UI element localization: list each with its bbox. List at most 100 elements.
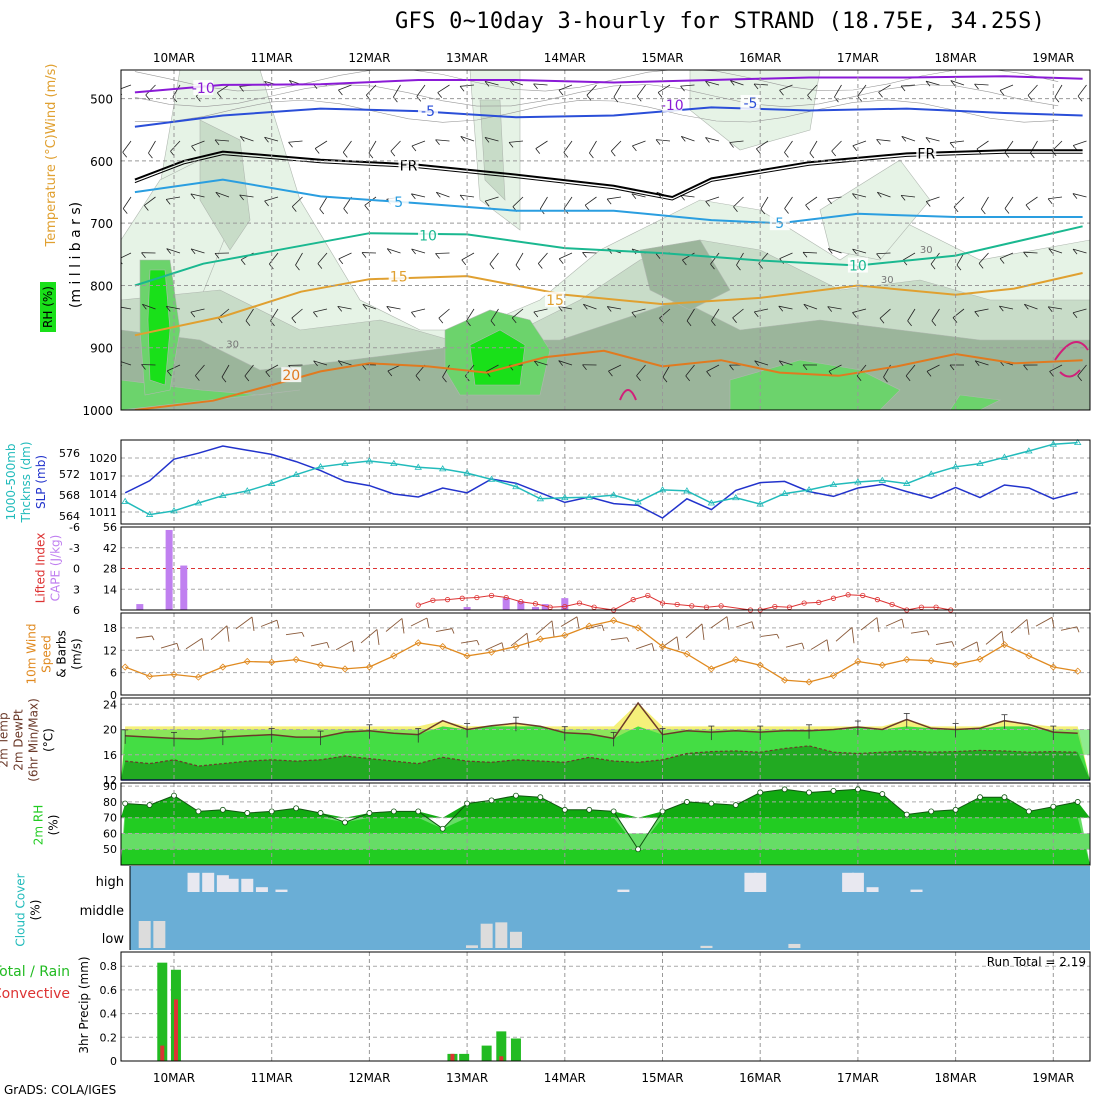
wind-barb-feather [190,193,196,200]
thickness-marker [316,462,325,470]
wind-barb [338,84,352,91]
wind-barb-10m [235,616,253,630]
wind-barb-10m [1010,619,1028,634]
wind-barb [490,308,499,322]
wind-barb-10m-feather [851,627,855,644]
wind-barb [558,360,573,366]
wind-barb [901,194,916,198]
wind-barb [729,140,744,143]
rh2m-marker [537,794,544,801]
rh2m-marker [977,794,983,801]
temp-line [125,701,1078,740]
wind-barb-feather [264,137,269,143]
wind-barb-feather [411,193,416,200]
wind-barb [269,252,279,265]
thickness-marker [487,475,496,482]
date-tick-top: 19MAR [1032,51,1074,65]
wind-barb [295,252,303,266]
wind-barb-feather [710,263,715,270]
precip-total-bar [481,1045,492,1061]
wind-barb-feather [778,360,784,366]
rh2m-marker [1074,799,1081,805]
wind-barb-feather [166,370,172,377]
precip-convective-bar [450,1053,455,1061]
wind-speed-marker [365,663,373,671]
wind-barb-feather [876,139,881,145]
wind-barb [584,196,597,206]
thickness-marker [732,493,740,501]
wind-barb-feather [435,139,440,146]
lifted-index-line [418,594,951,611]
wind-barb-10m-feather [301,632,305,637]
precip-tick-label: 0.4 [100,1008,118,1021]
wind-barb [980,196,989,210]
wind-barb-feather [901,136,907,142]
wind-barb-10m [160,642,178,649]
wind-barb [170,140,181,152]
wind-barb [221,364,230,378]
rh-legend-swatch [40,282,56,332]
isotherm-line [134,149,1083,199]
wind-barb-feather [613,96,619,103]
wind-speed-marker [585,622,593,630]
wind-barb [705,137,720,142]
rh2m-marker [439,825,446,832]
wind-barb-10m [810,639,828,650]
wind-barb [364,196,377,206]
date-tick-top: 18MAR [935,51,977,65]
wind-speed-marker [1000,641,1009,649]
thickness-marker [243,487,251,494]
cloud-panel: high middle low Cloud Cover (%) [14,866,1090,950]
contour-label-bg [545,291,566,307]
wind-barb [239,194,254,198]
wind-barb [190,193,205,198]
wind-speed-marker [341,665,349,673]
wind-barb-feather [460,136,466,142]
rh2m-marker [708,800,715,807]
wind-barb [582,252,597,254]
wind-barb [535,140,548,149]
wind-barb [442,364,450,378]
wind-barb [438,308,450,319]
wind-barb-feather [784,208,789,214]
wind-barb-feather [435,253,440,259]
wind-barb-feather [950,80,956,86]
lifted-index-marker [576,600,583,606]
rh2m-marker [390,808,397,815]
wind-speed-marker [927,657,935,665]
wind-barb-feather [827,198,832,205]
cloud-low-bar [788,943,801,948]
thickness-marker [658,486,667,493]
wind-barb [313,308,328,313]
wind-speed-marker [1074,667,1082,675]
wind-barb-feather [926,371,932,377]
wind-barb-10m-feather [451,628,455,634]
wind-barb [779,360,793,366]
cloud-high-bar [241,878,254,892]
wind-barb-feather [1072,312,1078,318]
wind-barb [607,306,622,310]
rh2m-marker [342,819,348,826]
wind-barb [411,248,426,254]
wind-barb [387,364,401,372]
contour-label: -10 [192,81,215,97]
wind-barb [484,136,499,142]
wind-barb-feather [1047,306,1053,313]
wind-barb-feather [733,206,738,213]
wind-barb [559,252,573,260]
wind-barb [710,252,720,265]
wind-barb-feather [515,264,521,271]
precip-convective-bar [173,999,178,1061]
contour-label: 15 [390,270,408,286]
wind-barb-feather [729,364,734,371]
wind-barb-feather [1072,193,1078,199]
wind-barb [583,303,597,310]
wind-barb-10m [635,642,653,650]
contour-label: -5 [421,104,435,120]
wind-tick-label: 6 [110,667,117,680]
cape-bar [517,601,525,610]
wind-barb-feather [484,200,490,207]
wind-barb-feather [784,152,789,158]
thickness-marker [683,487,691,494]
lifted-index-marker [459,595,465,601]
